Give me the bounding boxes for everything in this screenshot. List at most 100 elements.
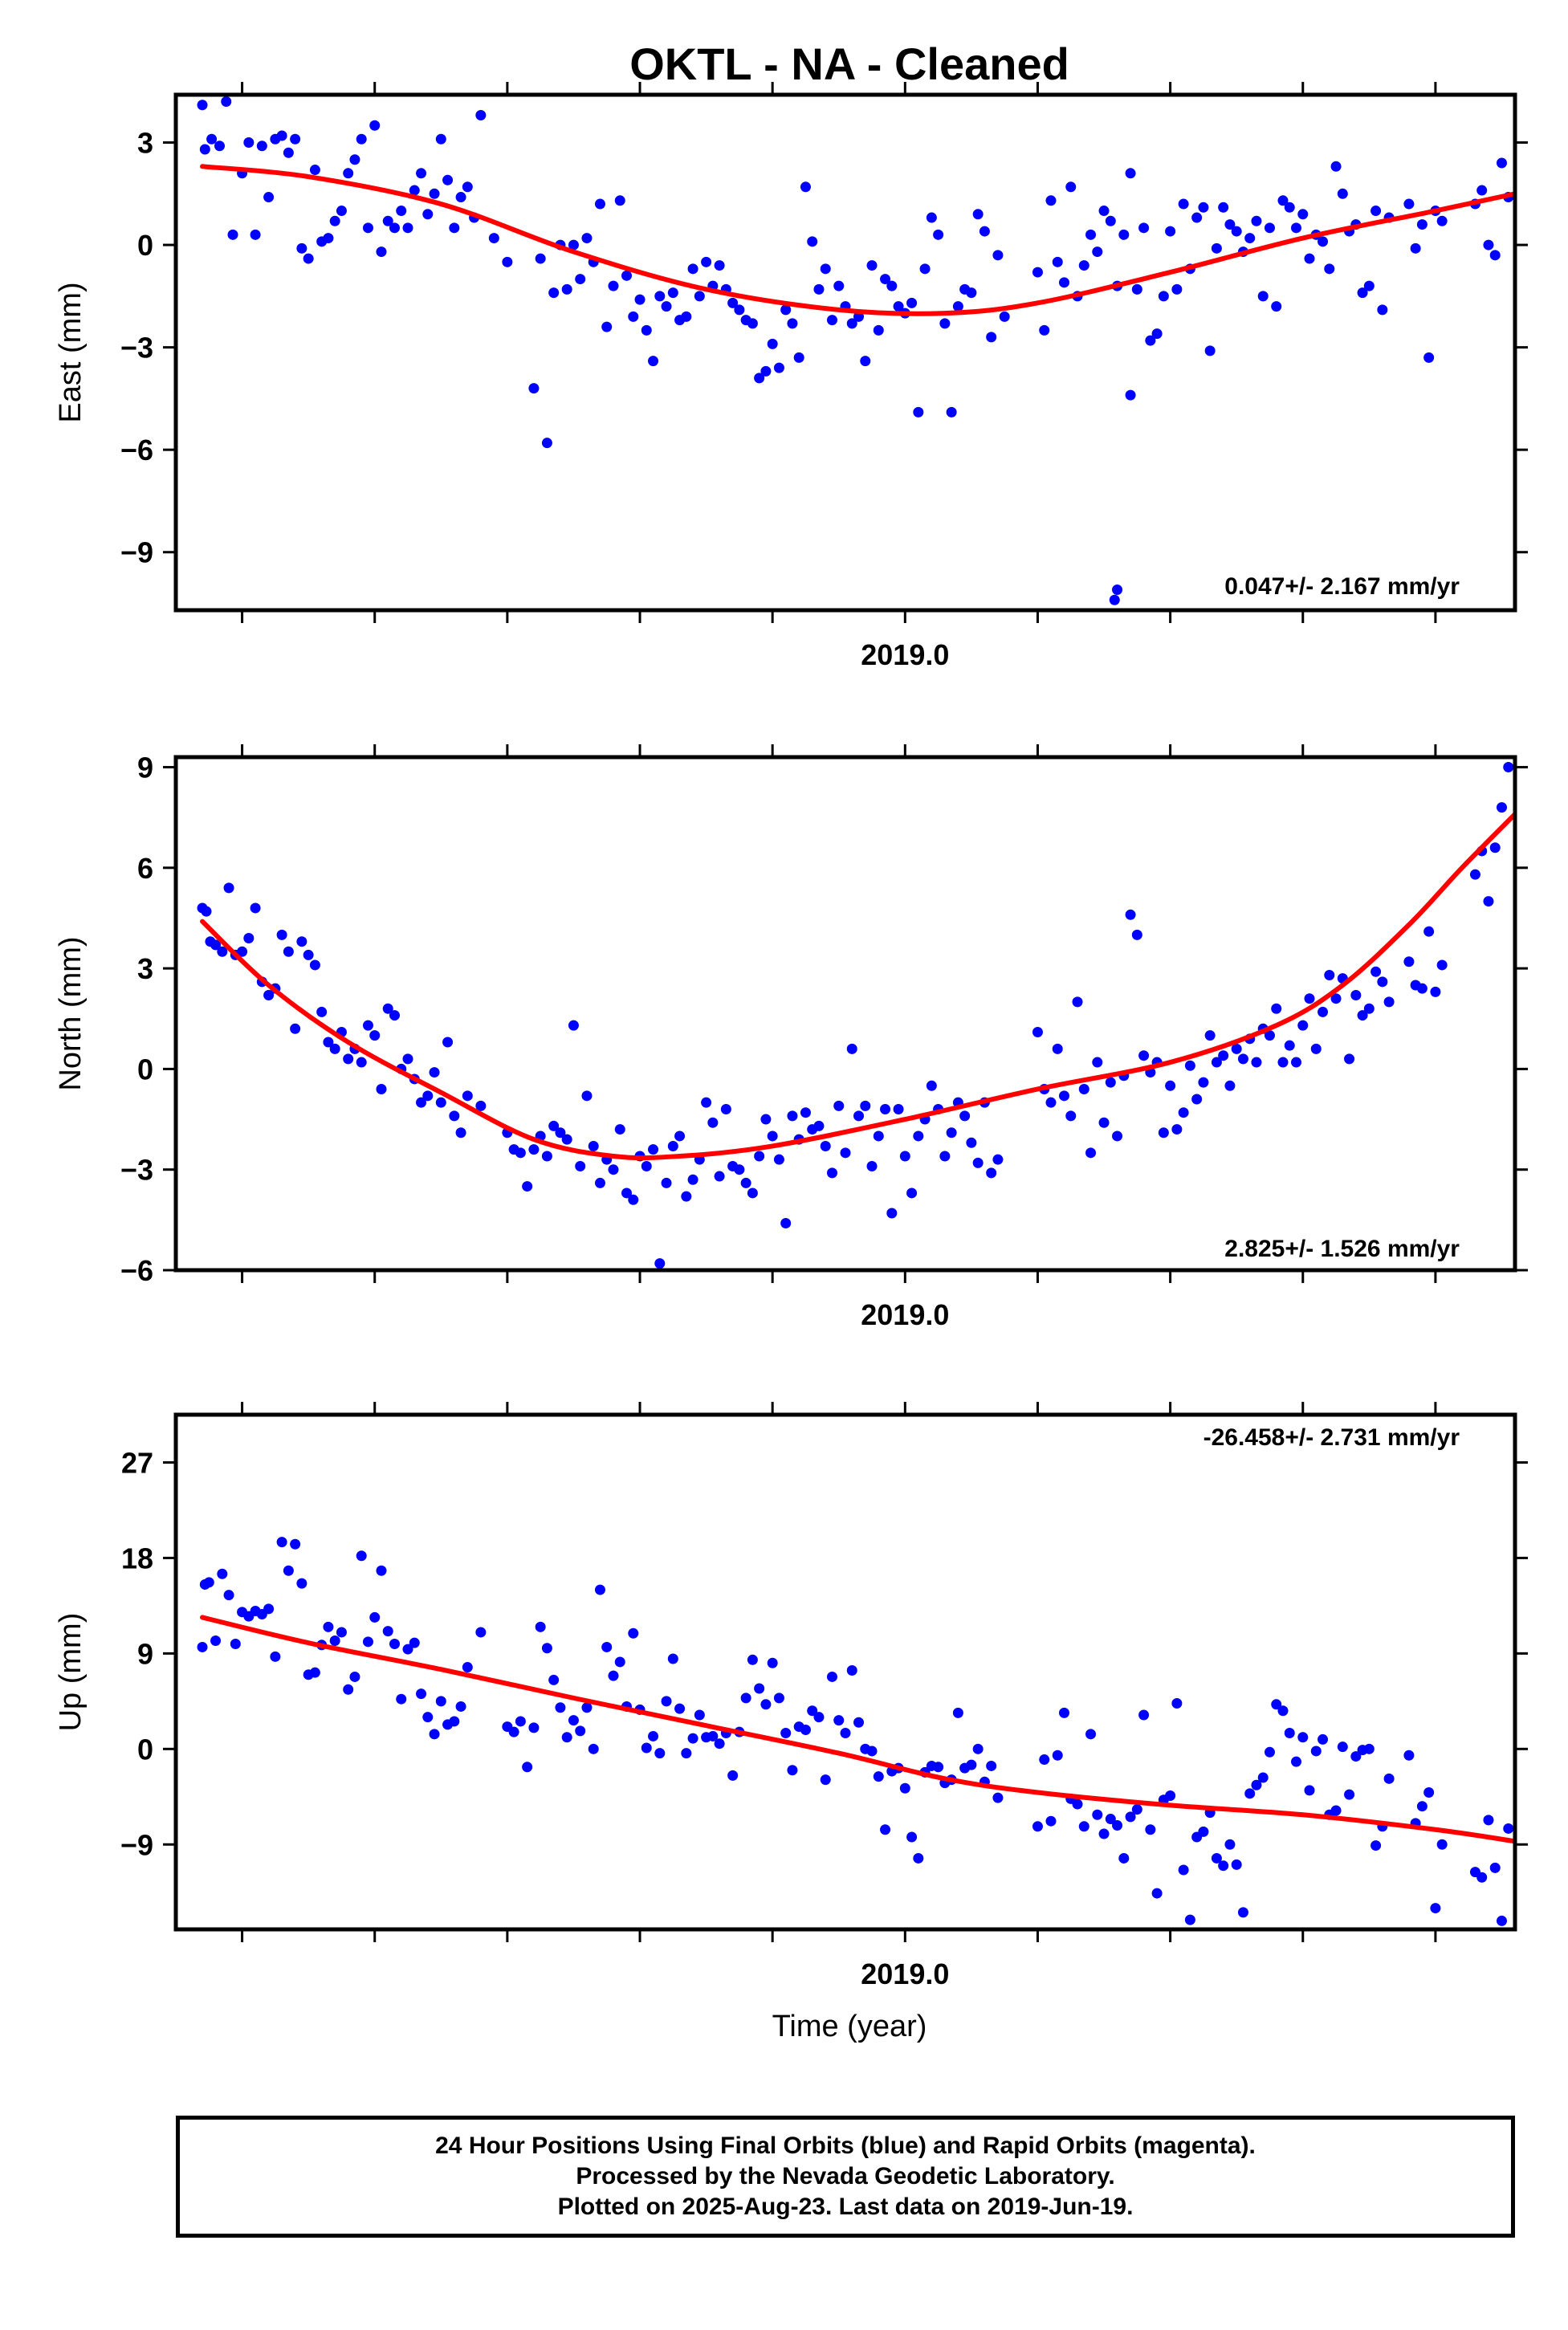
data-point xyxy=(1324,969,1335,980)
data-point xyxy=(243,137,255,149)
data-point xyxy=(462,1090,473,1102)
data-point xyxy=(866,1161,878,1172)
y-axis-label: East (mm) xyxy=(54,282,88,422)
data-point xyxy=(535,253,546,264)
data-point xyxy=(628,1627,639,1639)
data-point xyxy=(329,1635,340,1647)
data-point xyxy=(1052,256,1063,267)
data-point xyxy=(283,946,294,957)
data-point xyxy=(800,1107,811,1118)
data-point xyxy=(1310,1745,1322,1757)
data-point xyxy=(747,1654,758,1665)
data-point xyxy=(449,1110,460,1122)
data-point xyxy=(1257,1772,1269,1783)
data-point xyxy=(369,1030,381,1041)
data-point xyxy=(853,1717,865,1728)
data-point xyxy=(707,1730,719,1741)
data-point xyxy=(853,1110,865,1122)
data-point xyxy=(515,1147,526,1159)
data-point xyxy=(1211,242,1222,254)
data-point xyxy=(926,212,937,223)
data-point xyxy=(594,198,605,210)
data-point xyxy=(1105,1814,1116,1825)
data-point xyxy=(1231,1859,1242,1870)
data-point xyxy=(488,233,499,244)
data-point xyxy=(1330,1805,1342,1816)
data-point xyxy=(979,226,990,237)
fit-line xyxy=(200,1615,1515,1844)
data-point xyxy=(601,1641,613,1652)
data-point xyxy=(197,1641,208,1652)
data-point xyxy=(548,287,560,299)
data-point xyxy=(913,1130,924,1142)
data-point xyxy=(833,1100,845,1111)
plot-frame xyxy=(173,92,1517,613)
data-point xyxy=(1072,996,1083,1008)
data-point xyxy=(1403,198,1415,210)
data-point xyxy=(349,154,360,165)
data-point xyxy=(1105,1077,1116,1088)
data-point xyxy=(601,321,613,332)
data-point xyxy=(667,287,678,299)
data-point xyxy=(1251,1057,1262,1068)
data-point xyxy=(201,906,212,917)
data-point xyxy=(250,902,261,914)
data-point xyxy=(1032,267,1043,278)
data-point xyxy=(1403,1750,1415,1761)
data-point xyxy=(1204,345,1216,356)
data-point xyxy=(661,1177,672,1188)
data-point xyxy=(621,270,633,281)
data-point xyxy=(1191,1094,1203,1105)
data-point xyxy=(959,1110,971,1122)
data-point xyxy=(502,256,513,267)
data-point xyxy=(1483,239,1494,251)
data-point xyxy=(329,1043,340,1054)
data-point xyxy=(303,253,314,264)
data-point xyxy=(1045,1097,1057,1108)
data-point xyxy=(986,1167,997,1179)
data-point xyxy=(893,301,904,312)
data-point xyxy=(1496,802,1507,813)
data-point xyxy=(1483,1815,1494,1826)
data-point xyxy=(1045,195,1057,206)
data-point xyxy=(621,1187,633,1199)
data-point xyxy=(581,1702,593,1713)
data-point xyxy=(1310,1043,1322,1054)
data-point xyxy=(641,1161,652,1172)
y-tick-label: −3 xyxy=(120,1154,153,1187)
data-point xyxy=(840,1147,851,1159)
data-point xyxy=(1344,1053,1355,1065)
data-point xyxy=(329,215,340,226)
data-point xyxy=(846,1043,857,1054)
data-point xyxy=(1363,1003,1375,1014)
data-point xyxy=(681,311,692,322)
data-point xyxy=(1131,1804,1142,1815)
data-point xyxy=(323,1621,334,1632)
data-point xyxy=(1244,233,1256,244)
data-point xyxy=(575,1161,586,1172)
data-point xyxy=(667,1140,678,1151)
data-point xyxy=(1165,226,1176,237)
data-point xyxy=(1065,1110,1077,1122)
data-point xyxy=(1058,1090,1069,1102)
fit-line xyxy=(200,164,1515,316)
data-point xyxy=(1231,1043,1242,1054)
data-point xyxy=(449,1716,460,1727)
data-point xyxy=(946,406,957,418)
data-point xyxy=(926,1080,937,1091)
data-point xyxy=(237,946,248,957)
data-point xyxy=(1503,762,1514,773)
data-point xyxy=(1138,222,1150,234)
data-point xyxy=(614,1656,625,1668)
data-point xyxy=(515,1716,526,1727)
data-point xyxy=(214,141,225,152)
data-point xyxy=(661,301,672,312)
data-point xyxy=(1218,1860,1229,1872)
data-point xyxy=(227,229,238,240)
data-point xyxy=(210,1635,222,1647)
data-point xyxy=(555,1127,566,1139)
data-point xyxy=(1503,1823,1514,1834)
data-point xyxy=(1184,1060,1195,1071)
data-point xyxy=(541,438,552,449)
data-point xyxy=(1224,1080,1236,1091)
